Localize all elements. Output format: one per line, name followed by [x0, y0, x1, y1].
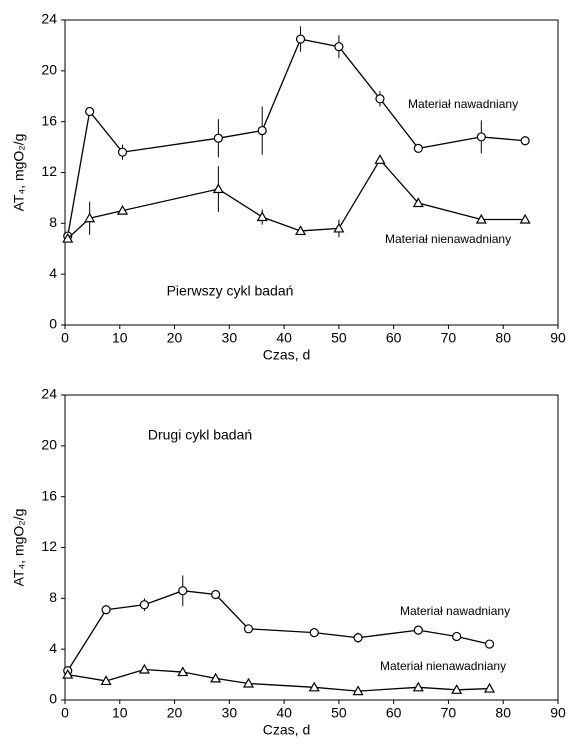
x-tick-label: 20 [167, 705, 183, 721]
series-label: Materiał nienawadniany [380, 659, 506, 673]
series-label: Materiał nawadniany [400, 604, 510, 618]
marker [139, 600, 150, 610]
marker [375, 94, 385, 104]
marker [116, 204, 129, 215]
y-tick-label: 16 [41, 112, 57, 128]
marker [212, 183, 224, 194]
x-tick-label: 10 [112, 705, 128, 721]
marker [374, 154, 386, 164]
x-tick-label: 90 [550, 705, 566, 721]
marker [309, 628, 319, 638]
marker [242, 677, 255, 688]
marker [256, 211, 268, 222]
marker [333, 222, 345, 233]
y-tick-label: 8 [49, 589, 57, 605]
series-label: Materiał nienawadniany [385, 232, 511, 246]
marker [117, 147, 128, 157]
plot-frame [64, 19, 559, 326]
y-tick-label: 20 [41, 437, 57, 453]
marker [84, 212, 96, 223]
x-tick-label: 70 [441, 330, 457, 346]
y-axis-label: AT₄, mgO₂/g [11, 134, 27, 212]
y-tick-label: 16 [41, 487, 57, 503]
marker [138, 663, 150, 674]
marker [211, 589, 221, 600]
y-tick-label: 12 [41, 538, 57, 554]
marker [178, 586, 188, 596]
marker [352, 685, 364, 696]
marker [101, 605, 111, 615]
x-axis-label: Czas, d [263, 347, 310, 363]
marker [484, 682, 496, 693]
y-tick-label: 0 [49, 316, 57, 332]
y-tick-label: 0 [49, 691, 57, 707]
x-tick-label: 50 [331, 330, 347, 346]
x-tick-label: 0 [61, 330, 69, 346]
x-tick-label: 80 [495, 330, 511, 346]
annotation: Drugi cykl badań [148, 427, 252, 443]
marker [177, 666, 189, 677]
marker [257, 125, 267, 136]
marker [213, 133, 223, 143]
x-tick-label: 40 [276, 330, 292, 346]
annotation: Pierwszy cykl badań [167, 283, 294, 299]
marker [476, 132, 486, 142]
y-tick-label: 24 [41, 386, 57, 402]
y-tick-label: 20 [41, 62, 57, 78]
marker [100, 675, 112, 686]
marker [451, 684, 463, 694]
marker [520, 136, 530, 146]
x-axis-label: Czas, d [263, 722, 310, 738]
x-tick-label: 20 [167, 330, 183, 346]
y-tick-label: 8 [49, 214, 57, 230]
marker [412, 681, 424, 692]
marker [334, 42, 344, 52]
marker [85, 106, 95, 117]
marker [412, 197, 424, 208]
y-tick-label: 24 [41, 11, 57, 27]
y-tick-label: 12 [41, 163, 57, 179]
y-axis-label: AT₄, mgO₂/g [11, 509, 27, 587]
y-tick-label: 4 [49, 640, 57, 656]
marker [295, 225, 307, 236]
marker [413, 143, 423, 153]
x-tick-label: 80 [495, 705, 511, 721]
y-tick-label: 4 [49, 265, 57, 281]
plot-frame [64, 394, 559, 701]
x-tick-label: 60 [386, 330, 402, 346]
marker [413, 625, 423, 635]
x-tick-label: 40 [276, 705, 292, 721]
marker [475, 213, 487, 224]
marker [353, 633, 363, 643]
x-tick-label: 0 [61, 705, 69, 721]
series-line [67, 158, 526, 240]
marker [62, 232, 74, 243]
x-tick-label: 70 [441, 705, 457, 721]
marker [452, 631, 462, 642]
marker [243, 624, 254, 634]
x-tick-label: 10 [112, 330, 128, 346]
marker [308, 681, 320, 692]
x-tick-label: 50 [331, 705, 347, 721]
marker [295, 34, 306, 44]
x-tick-label: 90 [550, 330, 566, 346]
x-tick-label: 60 [386, 705, 402, 721]
marker [519, 213, 531, 224]
series-label: Materiał nawadniany [408, 97, 518, 111]
series-line [67, 38, 526, 237]
marker [484, 639, 495, 649]
marker [62, 668, 74, 679]
x-tick-label: 30 [222, 330, 238, 346]
x-tick-label: 30 [222, 705, 238, 721]
marker [210, 672, 222, 683]
